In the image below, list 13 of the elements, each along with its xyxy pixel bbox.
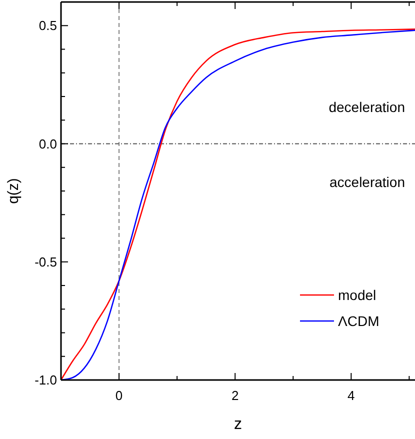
y-tick-label: 0.5 [38,18,57,34]
legend-label: model [338,286,376,303]
annotation: deceleration [328,99,405,115]
y-axis-title: q(z) [5,178,22,204]
y-tick-label: 0.0 [38,136,57,152]
x-axis-title: z [234,416,242,433]
legend-label: ΛCDM [338,312,380,329]
x-tick-label: 0 [115,388,123,403]
x-tick-label: 4 [348,388,355,403]
y-tick-label: -0.5 [34,254,57,270]
x-tick-label: 2 [231,388,239,403]
annotation: acceleration [330,174,405,190]
y-tick-label: -1.0 [34,372,57,388]
